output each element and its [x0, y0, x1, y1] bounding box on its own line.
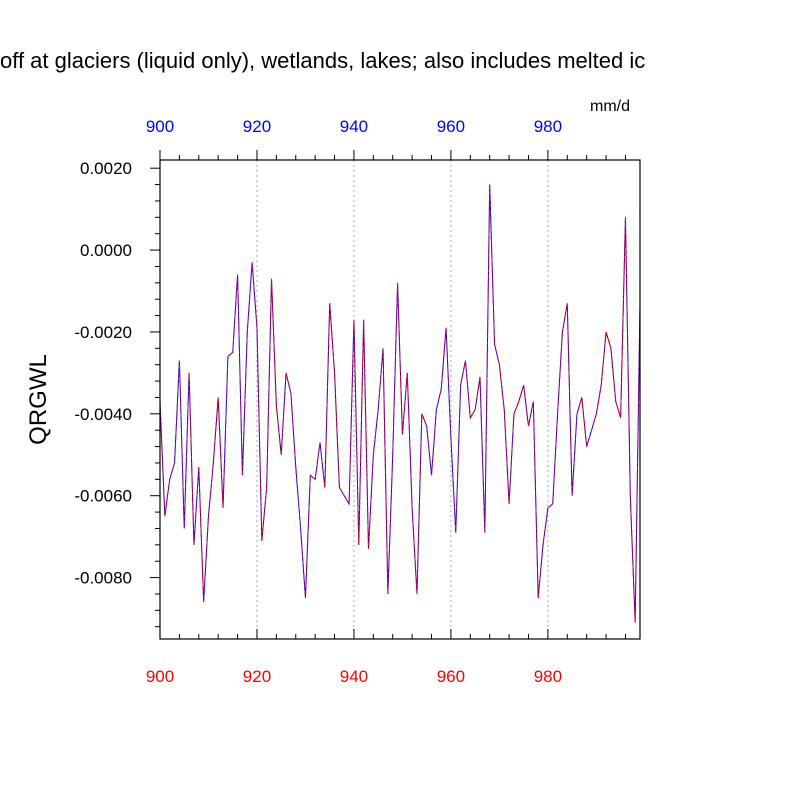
chart-title: off at glaciers (liquid only), wetlands,… — [0, 48, 646, 73]
x-tick-label-bottom: 960 — [437, 667, 465, 686]
x-tick-label-top: 920 — [243, 117, 271, 136]
y-tick-label: -0.0060 — [74, 487, 132, 506]
x-tick-label-bottom: 940 — [340, 667, 368, 686]
y-tick-label: -0.0020 — [74, 323, 132, 342]
axis-ticks — [150, 150, 626, 639]
series-line-1 — [160, 184, 640, 623]
axis-tick-labels: 900 900 920 920 940 940 960 960 980 980 0.0020 0.00… — [74, 117, 562, 686]
y-axis-label: QRGWL — [25, 354, 52, 445]
y-tick-label: 0.0000 — [80, 241, 132, 260]
y-tick-label: -0.0040 — [74, 405, 132, 424]
x-tick-label-top: 980 — [534, 117, 562, 136]
series-line-2 — [160, 184, 640, 623]
y-tick-label: 0.0020 — [80, 159, 132, 178]
x-tick-label-top: 960 — [437, 117, 465, 136]
chart-title-container: off at glaciers (liquid only), wetlands,… — [0, 48, 800, 88]
x-tick-label-bottom: 980 — [534, 667, 562, 686]
units-label: mm/d — [590, 98, 630, 115]
y-tick-label: -0.0080 — [74, 569, 132, 588]
x-tick-label-top: 940 — [340, 117, 368, 136]
x-tick-label-bottom: 900 — [146, 667, 174, 686]
series-lines — [160, 184, 640, 623]
plot-frame — [159, 159, 641, 640]
grid-lines — [256, 160, 549, 639]
x-tick-label-top: 900 — [146, 117, 174, 136]
x-tick-label-bottom: 920 — [243, 667, 271, 686]
